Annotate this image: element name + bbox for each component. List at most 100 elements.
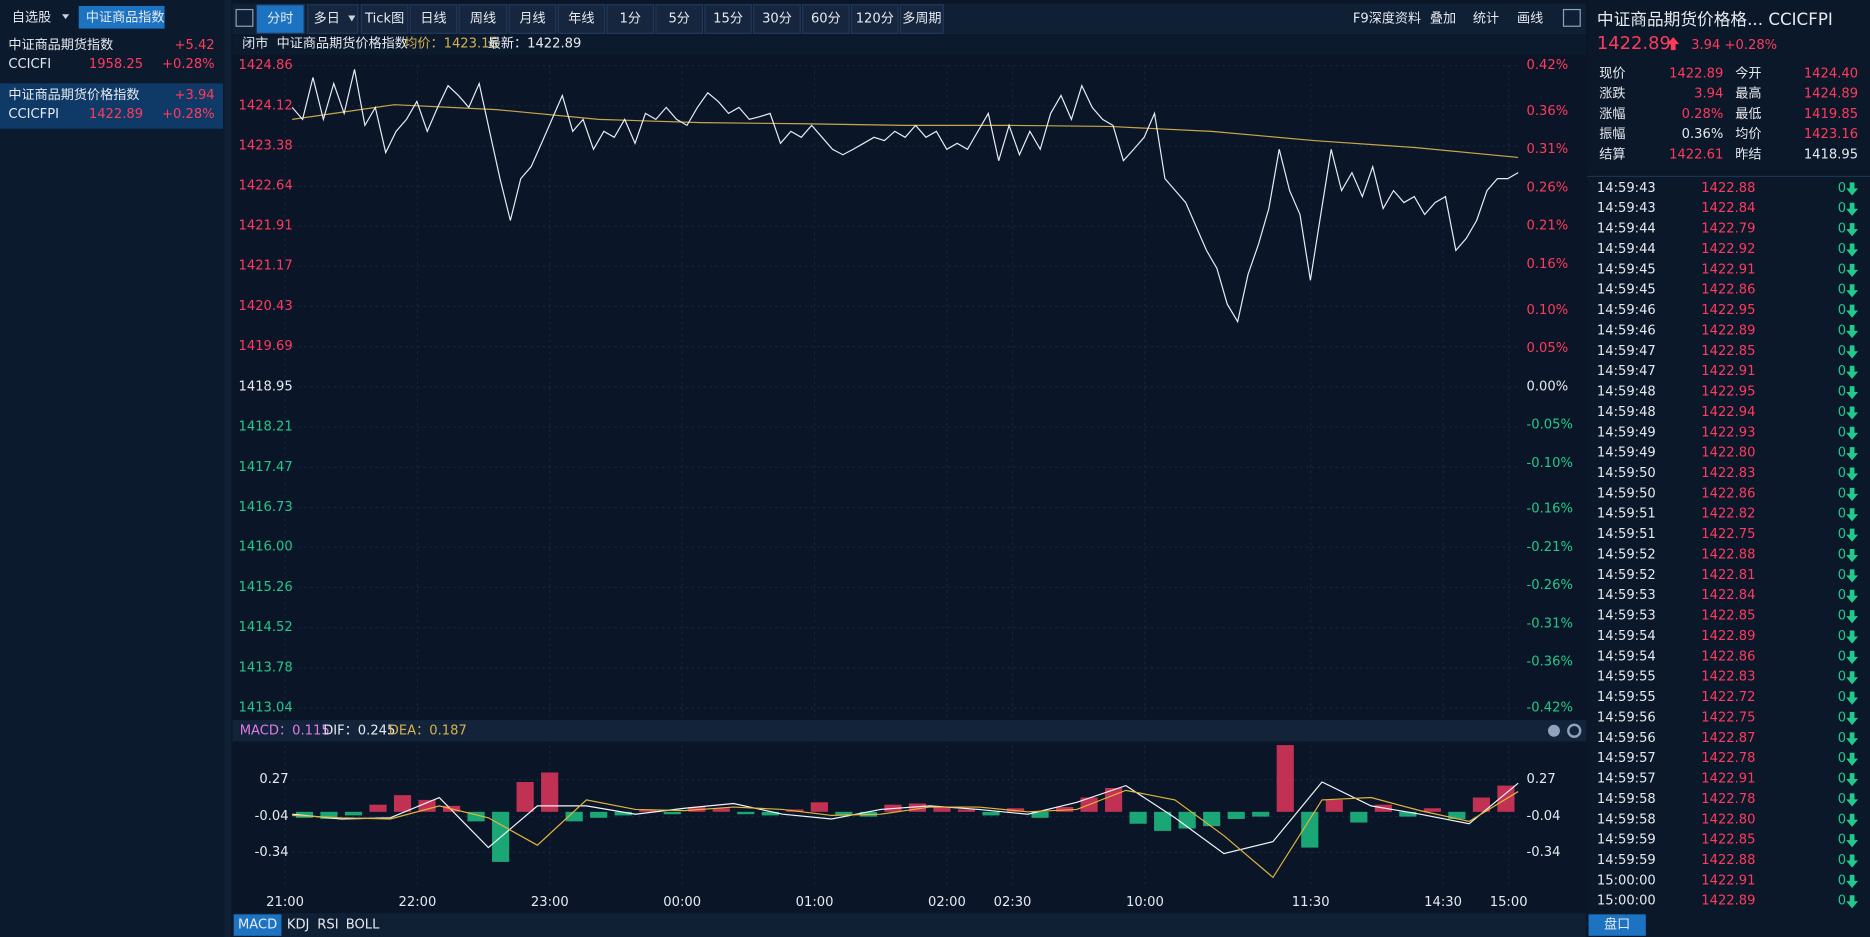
trade-time: 14:59:45 xyxy=(1597,283,1656,298)
down-arrow xyxy=(1846,610,1859,624)
y-tick-label: 1419.69 xyxy=(239,339,293,354)
tool-button[interactable]: 统计 xyxy=(1473,11,1499,27)
period-button[interactable] xyxy=(606,4,655,34)
macd-tick-label: 0.27 xyxy=(1527,772,1556,787)
quote-value: 1419.85 xyxy=(1804,107,1858,122)
period-label: 5分 xyxy=(668,11,689,27)
price-line xyxy=(291,69,1519,324)
period-button[interactable] xyxy=(802,4,850,34)
panel-tab[interactable]: 盘口 xyxy=(1604,916,1630,933)
macd-label: MACD：0.115 xyxy=(240,723,330,738)
macd-bar xyxy=(1203,811,1221,827)
item-code: CCICFI xyxy=(8,57,51,72)
quote-label: 今开 xyxy=(1735,65,1761,81)
panel-toggle[interactable] xyxy=(235,8,254,27)
down-arrow xyxy=(1846,671,1859,685)
index-name: 中证商品期货价格指数 xyxy=(277,35,408,52)
quote-value: 1423.16 xyxy=(1804,127,1858,142)
trade-price: 1422.81 xyxy=(1701,568,1755,583)
down-arrow xyxy=(1846,773,1859,787)
down-arrow xyxy=(1846,263,1859,277)
item-pct: +0.28% xyxy=(162,57,215,72)
tab[interactable]: 中证商品指数 xyxy=(86,9,165,25)
trade-time: 14:59:49 xyxy=(1597,425,1656,440)
macd-bar xyxy=(1129,811,1147,824)
trade-time: 14:59:54 xyxy=(1597,649,1656,664)
y-tick-label: 1413.04 xyxy=(239,701,293,716)
tab[interactable] xyxy=(78,5,165,29)
close-icon[interactable] xyxy=(1547,724,1560,737)
macd-bar xyxy=(320,811,338,819)
indicator-tab[interactable]: RSI xyxy=(317,918,338,933)
quote-value: 1422.89 xyxy=(1669,66,1723,81)
y-tick-label: 1418.95 xyxy=(239,379,293,394)
trade-volume: 0 xyxy=(1838,181,1846,196)
period-button[interactable] xyxy=(508,4,557,34)
trade-price: 1422.80 xyxy=(1701,446,1755,461)
indicator-tab[interactable]: KDJ xyxy=(287,918,310,933)
period-label: 120分 xyxy=(856,11,894,27)
period-button[interactable] xyxy=(255,4,305,34)
trade-time: 14:59:57 xyxy=(1597,772,1656,787)
x-tick-label: 22:00 xyxy=(399,895,437,910)
down-arrow xyxy=(1846,487,1859,502)
period-button[interactable] xyxy=(360,4,409,34)
period-button[interactable] xyxy=(850,4,899,34)
down-arrow xyxy=(1846,182,1859,196)
y2-tick-label: 0.21% xyxy=(1527,219,1569,234)
trade-time: 15:00:00 xyxy=(1597,894,1656,909)
tool-button[interactable]: 画线 xyxy=(1517,11,1543,27)
down-arrow xyxy=(1846,711,1859,726)
x-tick-label: 00:00 xyxy=(663,895,701,910)
down-arrow xyxy=(1846,752,1859,766)
quote-label: 均价 xyxy=(1735,126,1761,142)
trade-time: 14:59:52 xyxy=(1597,547,1656,562)
indicator-tab[interactable]: MACD xyxy=(238,918,277,933)
trade-time: 14:59:55 xyxy=(1597,670,1656,685)
trade-price: 1422.95 xyxy=(1701,303,1755,318)
item-change: +5.42 xyxy=(174,38,214,53)
x-tick-label: 23:00 xyxy=(531,895,569,910)
trade-time: 14:59:51 xyxy=(1597,507,1656,522)
trade-time: 14:59:50 xyxy=(1597,466,1656,481)
period-button[interactable] xyxy=(899,4,944,34)
settings-icon[interactable] xyxy=(1567,723,1582,738)
trade-price: 1422.93 xyxy=(1701,425,1755,440)
quote-value: 1424.40 xyxy=(1804,66,1858,81)
trade-price: 1422.91 xyxy=(1701,873,1755,888)
panel-toggle[interactable] xyxy=(1562,8,1581,27)
x-tick-label: 02:30 xyxy=(994,895,1032,910)
trade-time: 14:59:53 xyxy=(1597,588,1656,603)
period-button[interactable] xyxy=(409,4,458,34)
tab[interactable] xyxy=(1588,914,1646,936)
tab[interactable] xyxy=(233,914,282,936)
period-label: 1分 xyxy=(620,11,641,27)
selected-row xyxy=(0,83,224,129)
trade-volume: 0 xyxy=(1838,323,1846,338)
macd-bar xyxy=(1301,811,1319,848)
tab[interactable]: 自选股 xyxy=(12,9,51,25)
macd-bar xyxy=(1154,811,1172,831)
tool-button[interactable]: F9深度资料 xyxy=(1353,11,1421,27)
trade-time: 14:59:49 xyxy=(1597,446,1656,461)
x-tick-label: 21:00 xyxy=(266,895,304,910)
trade-volume: 0 xyxy=(1838,772,1846,787)
tool-button[interactable]: 叠加 xyxy=(1430,11,1456,27)
macd-tick-label: -0.04 xyxy=(1527,809,1561,824)
trade-volume: 0 xyxy=(1838,792,1846,807)
indicator-tab[interactable]: BOLL xyxy=(346,918,380,933)
down-arrow xyxy=(1846,426,1859,440)
trade-volume: 0 xyxy=(1838,894,1846,909)
period-button[interactable] xyxy=(753,4,801,34)
period-button[interactable] xyxy=(307,4,359,34)
period-button[interactable] xyxy=(557,4,606,34)
trade-volume: 0 xyxy=(1838,547,1846,562)
down-arrow xyxy=(1846,589,1859,603)
period-button[interactable] xyxy=(458,4,508,34)
quote-change: 3.94 xyxy=(1691,38,1720,53)
trade-time: 14:59:47 xyxy=(1597,344,1656,359)
period-button[interactable] xyxy=(704,4,752,34)
macd-bar xyxy=(1178,811,1196,829)
period-button[interactable] xyxy=(655,4,704,34)
trade-price: 1422.72 xyxy=(1701,690,1755,705)
